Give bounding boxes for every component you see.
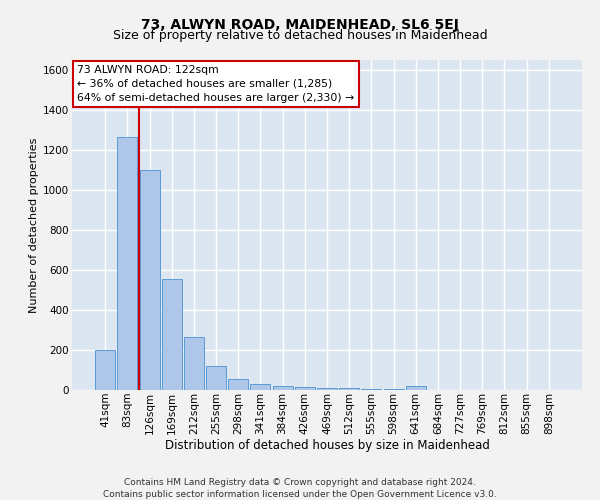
Y-axis label: Number of detached properties: Number of detached properties <box>29 138 39 312</box>
Bar <box>228 379 248 390</box>
Bar <box>361 388 382 390</box>
Text: Size of property relative to detached houses in Maidenhead: Size of property relative to detached ho… <box>113 29 487 42</box>
Bar <box>406 386 426 390</box>
Bar <box>118 137 137 390</box>
Bar <box>95 350 115 390</box>
X-axis label: Distribution of detached houses by size in Maidenhead: Distribution of detached houses by size … <box>164 439 490 452</box>
Bar <box>250 384 271 390</box>
Text: 73, ALWYN ROAD, MAIDENHEAD, SL6 5EJ: 73, ALWYN ROAD, MAIDENHEAD, SL6 5EJ <box>141 18 459 32</box>
Bar <box>206 366 226 390</box>
Bar <box>295 387 315 390</box>
Text: 73 ALWYN ROAD: 122sqm
← 36% of detached houses are smaller (1,285)
64% of semi-d: 73 ALWYN ROAD: 122sqm ← 36% of detached … <box>77 65 355 103</box>
Bar <box>162 279 182 390</box>
Bar <box>317 388 337 390</box>
Bar <box>272 386 293 390</box>
Text: Contains HM Land Registry data © Crown copyright and database right 2024.
Contai: Contains HM Land Registry data © Crown c… <box>103 478 497 499</box>
Bar <box>184 337 204 390</box>
Bar <box>339 388 359 390</box>
Bar <box>140 170 160 390</box>
Bar <box>383 388 404 390</box>
